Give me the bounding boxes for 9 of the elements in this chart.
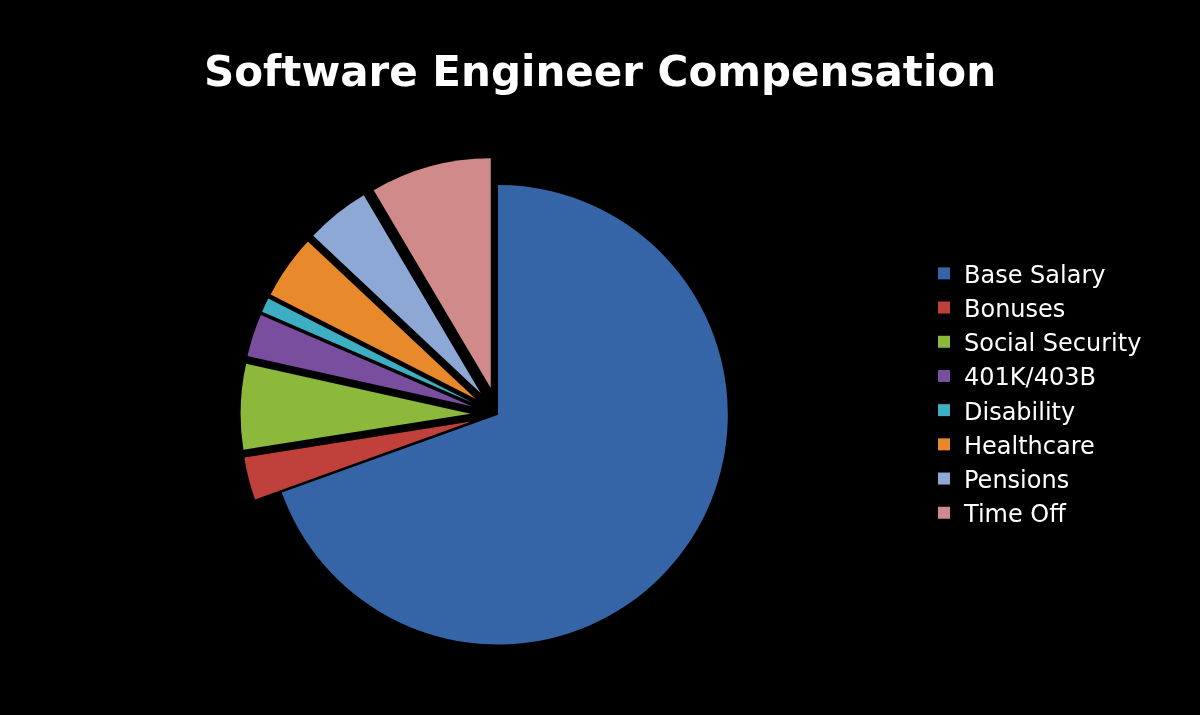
legend-label: Healthcare bbox=[964, 431, 1095, 460]
chart-title: Software Engineer Compensation bbox=[203, 47, 997, 97]
legend-label: Pensions bbox=[964, 465, 1070, 494]
legend-label: Base Salary bbox=[964, 260, 1106, 289]
legend-label: Bonuses bbox=[964, 294, 1066, 323]
legend-label: Time Off bbox=[963, 500, 1067, 529]
legend-label: 401K/403B bbox=[964, 363, 1096, 392]
legend-label: Social Security bbox=[964, 329, 1142, 358]
legend-label: Disability bbox=[964, 397, 1076, 426]
